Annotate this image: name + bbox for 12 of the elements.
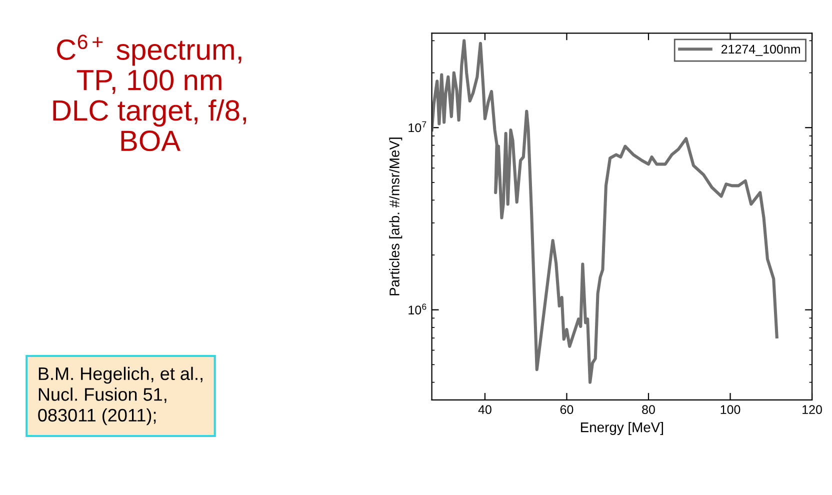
y-tick-label: 10$^{7}$ xyxy=(408,121,426,132)
text: C$^{6+}$ spectrum, TP, 100 nm DLC target, f/8, BOA xyxy=(53,34,246,152)
x-tick-label: 80 xyxy=(642,405,655,414)
y-tick-label: 10$^{6}$ xyxy=(408,304,426,314)
legend-label: 21274_100nm xyxy=(721,44,800,56)
text: B.M. Hegelich, et al., Nucl. Fusion 51, 083011 (2011); xyxy=(38,366,202,426)
x-tick-label: 100 xyxy=(720,405,740,414)
y-axis-title: Particles [arb. #/msr/MeV] xyxy=(389,138,402,296)
x-tick-label: 60 xyxy=(560,405,574,414)
x-tick-label: 120 xyxy=(802,405,822,414)
x-axis-title: Energy [MeV] xyxy=(580,422,663,435)
x-tick-label: 40 xyxy=(478,405,492,414)
